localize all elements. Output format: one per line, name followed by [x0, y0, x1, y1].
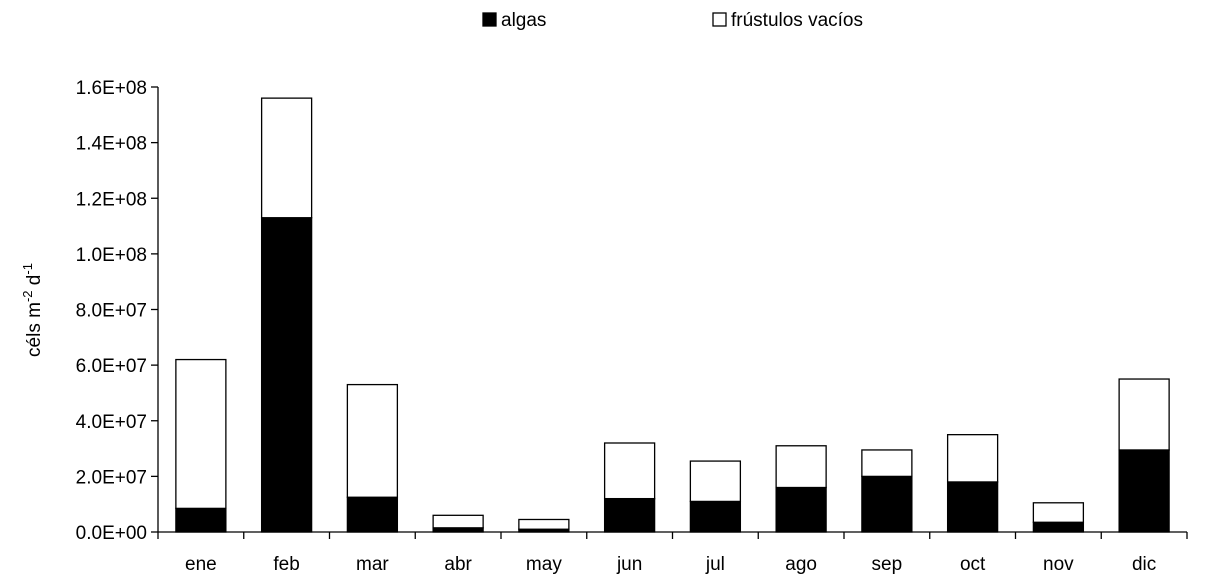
x-tick-label: dic	[1132, 554, 1156, 575]
y-tick-label: 0.0E+00	[76, 523, 147, 544]
legend-label: algas	[501, 10, 546, 31]
x-tick-label: nov	[1043, 554, 1074, 575]
bar-frustulos-ene	[175, 358, 227, 510]
bar-algas-oct	[946, 481, 999, 533]
y-tick-label: 8.0E+07	[76, 301, 147, 322]
y-axis-title-mid: d	[24, 275, 45, 291]
bar-algas-nov	[1032, 521, 1085, 533]
bar-algas-mar	[346, 496, 399, 533]
legend-label: frústulos vacíos	[731, 10, 863, 31]
bar-algas-dic	[1118, 449, 1170, 533]
x-tick-label: may	[526, 554, 562, 575]
bar-frustulos-oct	[946, 434, 999, 483]
bar-frustulos-ago	[775, 445, 827, 489]
bar-frustulos-sep	[861, 449, 913, 478]
bar-algas-sep	[861, 475, 913, 533]
x-tick-label: ago	[785, 554, 817, 575]
x-tick-label: abr	[444, 554, 472, 575]
bar-frustulos-feb	[260, 97, 313, 219]
y-tick-label: 1.0E+08	[76, 245, 147, 266]
x-tick-label: jul	[705, 554, 725, 575]
y-axis-title: céls m-2 d-1	[20, 263, 45, 357]
bar-algas-ago	[775, 486, 827, 533]
y-tick-label: 1.4E+08	[76, 134, 147, 155]
bars	[175, 97, 1170, 533]
y-tick-label: 4.0E+07	[76, 412, 147, 433]
bar-frustulos-nov	[1032, 502, 1085, 523]
bar-frustulos-mar	[346, 383, 399, 498]
y-tick-label: 1.2E+08	[76, 189, 147, 210]
x-tick-label: jun	[616, 554, 642, 575]
y-tick-label: 6.0E+07	[76, 356, 147, 377]
bar-frustulos-dic	[1118, 378, 1170, 451]
bar-algas-ene	[175, 507, 227, 533]
legend-swatch	[482, 12, 497, 27]
bar-algas-jul	[689, 500, 742, 533]
x-tick-label: feb	[273, 554, 299, 575]
legend-swatch	[712, 12, 727, 27]
bar-algas-jun	[603, 497, 656, 533]
y-tick-label: 1.6E+08	[76, 78, 147, 99]
y-axis: 0.0E+00 2.0E+07 4.0E+07 6.0E+07 8.0E+07 1.0E+…	[76, 78, 159, 544]
x-tick-label: oct	[960, 554, 986, 575]
y-axis-title-text: céls m	[24, 302, 45, 357]
bar-frustulos-jun	[603, 442, 656, 500]
x-axis: ene feb mar abr may jun jul ago sep oct nov dic	[157, 531, 1188, 575]
bar-frustulos-jul	[689, 460, 742, 503]
legend: algas frústulos vacíos	[482, 10, 863, 31]
bar-algas-feb	[260, 217, 313, 533]
bar-frustulos-abr	[432, 514, 484, 529]
y-tick-label: 2.0E+07	[76, 467, 147, 488]
x-tick-label: sep	[872, 554, 903, 575]
y-axis-title-sup1: -2	[20, 290, 35, 302]
bar-frustulos-may	[518, 518, 570, 530]
y-axis-title-sup2: -1	[20, 263, 35, 275]
x-tick-label: ene	[185, 554, 217, 575]
x-tick-label: mar	[356, 554, 389, 575]
